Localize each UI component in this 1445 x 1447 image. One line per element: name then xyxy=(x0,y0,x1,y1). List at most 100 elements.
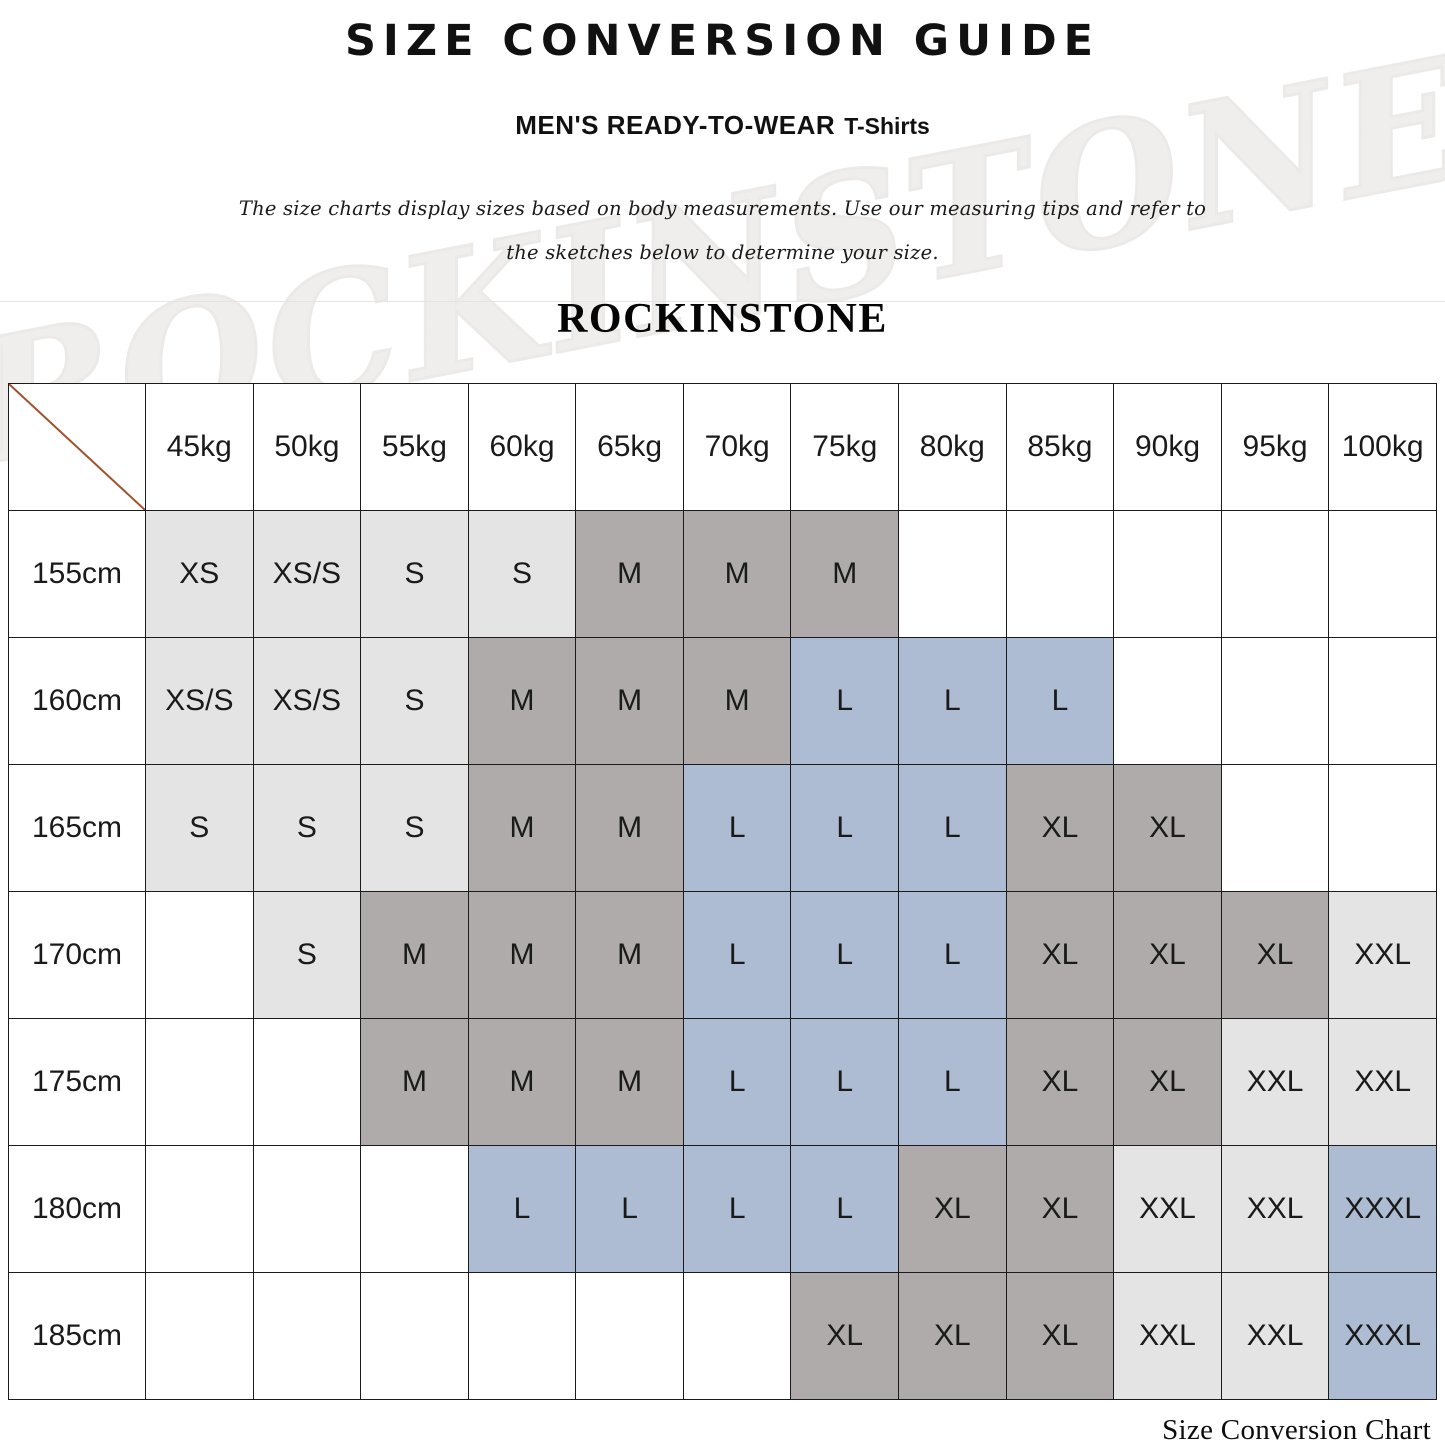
size-cell: S xyxy=(360,510,469,639)
size-cell: XXL xyxy=(1328,1018,1437,1147)
size-cell: M xyxy=(575,891,684,1020)
size-cell: L xyxy=(898,637,1007,766)
size-cell: XL xyxy=(1113,891,1222,1020)
size-cell: M xyxy=(575,1018,684,1147)
diagonal-divider-icon xyxy=(9,384,145,510)
table-row: 160cm XS/S XS/S S M M M L L L xyxy=(8,637,1437,766)
size-cell: XL xyxy=(790,1272,900,1401)
size-cell xyxy=(467,1272,577,1401)
column-header-weight: 80kg xyxy=(898,383,1007,512)
size-cell: XL xyxy=(1005,1272,1115,1401)
size-cell: XXL xyxy=(1328,891,1437,1020)
size-cell xyxy=(1328,637,1437,766)
subtitle-category: MEN'S READY-TO-WEAR xyxy=(515,110,836,141)
size-cell: XXXL xyxy=(1328,1145,1437,1274)
size-cell: L xyxy=(898,891,1007,1020)
column-header-weight: 60kg xyxy=(467,383,577,512)
size-cell xyxy=(252,1272,362,1401)
size-cell xyxy=(145,1018,254,1147)
description-text: The size charts display sizes based on b… xyxy=(238,197,1207,265)
column-header-weight: 90kg xyxy=(1113,383,1222,512)
table-row: 170cm S M M M L L L XL XL XL XXL xyxy=(8,891,1437,1020)
size-cell: XXXL xyxy=(1328,1272,1437,1401)
size-cell: XL xyxy=(1220,891,1330,1020)
size-cell xyxy=(575,1272,684,1401)
size-cell: L xyxy=(682,1018,792,1147)
size-cell: L xyxy=(790,1018,900,1147)
subtitle-row: MEN'S READY-TO-WEAR T-Shirts xyxy=(0,110,1445,141)
footer-caption: Size Conversion Chart xyxy=(1162,1414,1431,1447)
size-cell: XS/S xyxy=(252,637,362,766)
size-cell: L xyxy=(1005,637,1115,766)
size-cell: L xyxy=(898,1018,1007,1147)
row-header-height: 155cm xyxy=(8,510,146,639)
size-cell xyxy=(1113,637,1222,766)
size-cell xyxy=(1220,764,1330,893)
size-cell xyxy=(1220,637,1330,766)
brand-name: ROCKINSTONE xyxy=(557,296,888,343)
size-cell: S xyxy=(467,510,577,639)
size-cell xyxy=(145,1145,254,1274)
row-header-height: 160cm xyxy=(8,637,146,766)
column-header-weight: 55kg xyxy=(360,383,469,512)
row-header-height: 175cm xyxy=(8,1018,146,1147)
size-cell xyxy=(1005,510,1115,639)
size-cell: M xyxy=(467,764,577,893)
size-cell: XL xyxy=(898,1145,1007,1274)
corner-cell xyxy=(8,383,146,512)
size-cell xyxy=(145,1272,254,1401)
size-cell: L xyxy=(682,764,792,893)
size-cell: S xyxy=(145,764,254,893)
size-cell: M xyxy=(360,891,469,1020)
size-cell xyxy=(360,1145,469,1274)
row-header-height: 165cm xyxy=(8,764,146,893)
size-cell: L xyxy=(790,1145,900,1274)
brand-divider xyxy=(0,301,1445,303)
size-cell: M xyxy=(682,637,792,766)
size-cell: M xyxy=(467,1018,577,1147)
row-header-height: 185cm xyxy=(8,1272,146,1401)
size-cell xyxy=(1220,510,1330,639)
size-cell: L xyxy=(898,764,1007,893)
size-cell: XS/S xyxy=(252,510,362,639)
size-cell: M xyxy=(682,510,792,639)
column-header-weight: 85kg xyxy=(1005,383,1115,512)
size-cell: M xyxy=(575,637,684,766)
column-header-weight: 75kg xyxy=(790,383,900,512)
subtitle-product: T-Shirts xyxy=(844,113,930,140)
size-cell: L xyxy=(467,1145,577,1274)
size-cell: XXL xyxy=(1113,1272,1222,1401)
size-cell xyxy=(1328,510,1437,639)
size-cell: XL xyxy=(1005,1018,1115,1147)
size-cell xyxy=(252,1145,362,1274)
size-cell: S xyxy=(360,637,469,766)
size-cell: L xyxy=(790,891,900,1020)
size-cell xyxy=(360,1272,469,1401)
size-cell: XXL xyxy=(1220,1272,1330,1401)
column-header-weight: 70kg xyxy=(682,383,792,512)
size-cell xyxy=(898,510,1007,639)
size-cell: XL xyxy=(1005,891,1115,1020)
column-header-weight: 95kg xyxy=(1220,383,1330,512)
size-cell: L xyxy=(790,637,900,766)
column-header-weight: 65kg xyxy=(575,383,684,512)
page-title: SIZE CONVERSION GUIDE xyxy=(344,16,1101,66)
size-cell: S xyxy=(252,764,362,893)
column-header-weight: 50kg xyxy=(252,383,362,512)
size-cell: S xyxy=(252,891,362,1020)
row-header-height: 180cm xyxy=(8,1145,146,1274)
table-header-row: 45kg 50kg 55kg 60kg 65kg 70kg 75kg 80kg 85kg 90kg… xyxy=(8,383,1437,512)
size-cell: XXL xyxy=(1220,1145,1330,1274)
size-cell: XL xyxy=(1005,1145,1115,1274)
size-cell: L xyxy=(682,1145,792,1274)
column-header-weight: 100kg xyxy=(1328,383,1437,512)
size-cell: M xyxy=(467,637,577,766)
size-cell xyxy=(1113,510,1222,639)
column-header-weight: 45kg xyxy=(145,383,254,512)
size-cell: L xyxy=(790,764,900,893)
size-cell: M xyxy=(575,510,684,639)
size-cell xyxy=(1328,764,1437,893)
table-row: 185cm XL XL XL XXL XXL XXXL xyxy=(8,1272,1437,1401)
size-cell: XL xyxy=(898,1272,1007,1401)
